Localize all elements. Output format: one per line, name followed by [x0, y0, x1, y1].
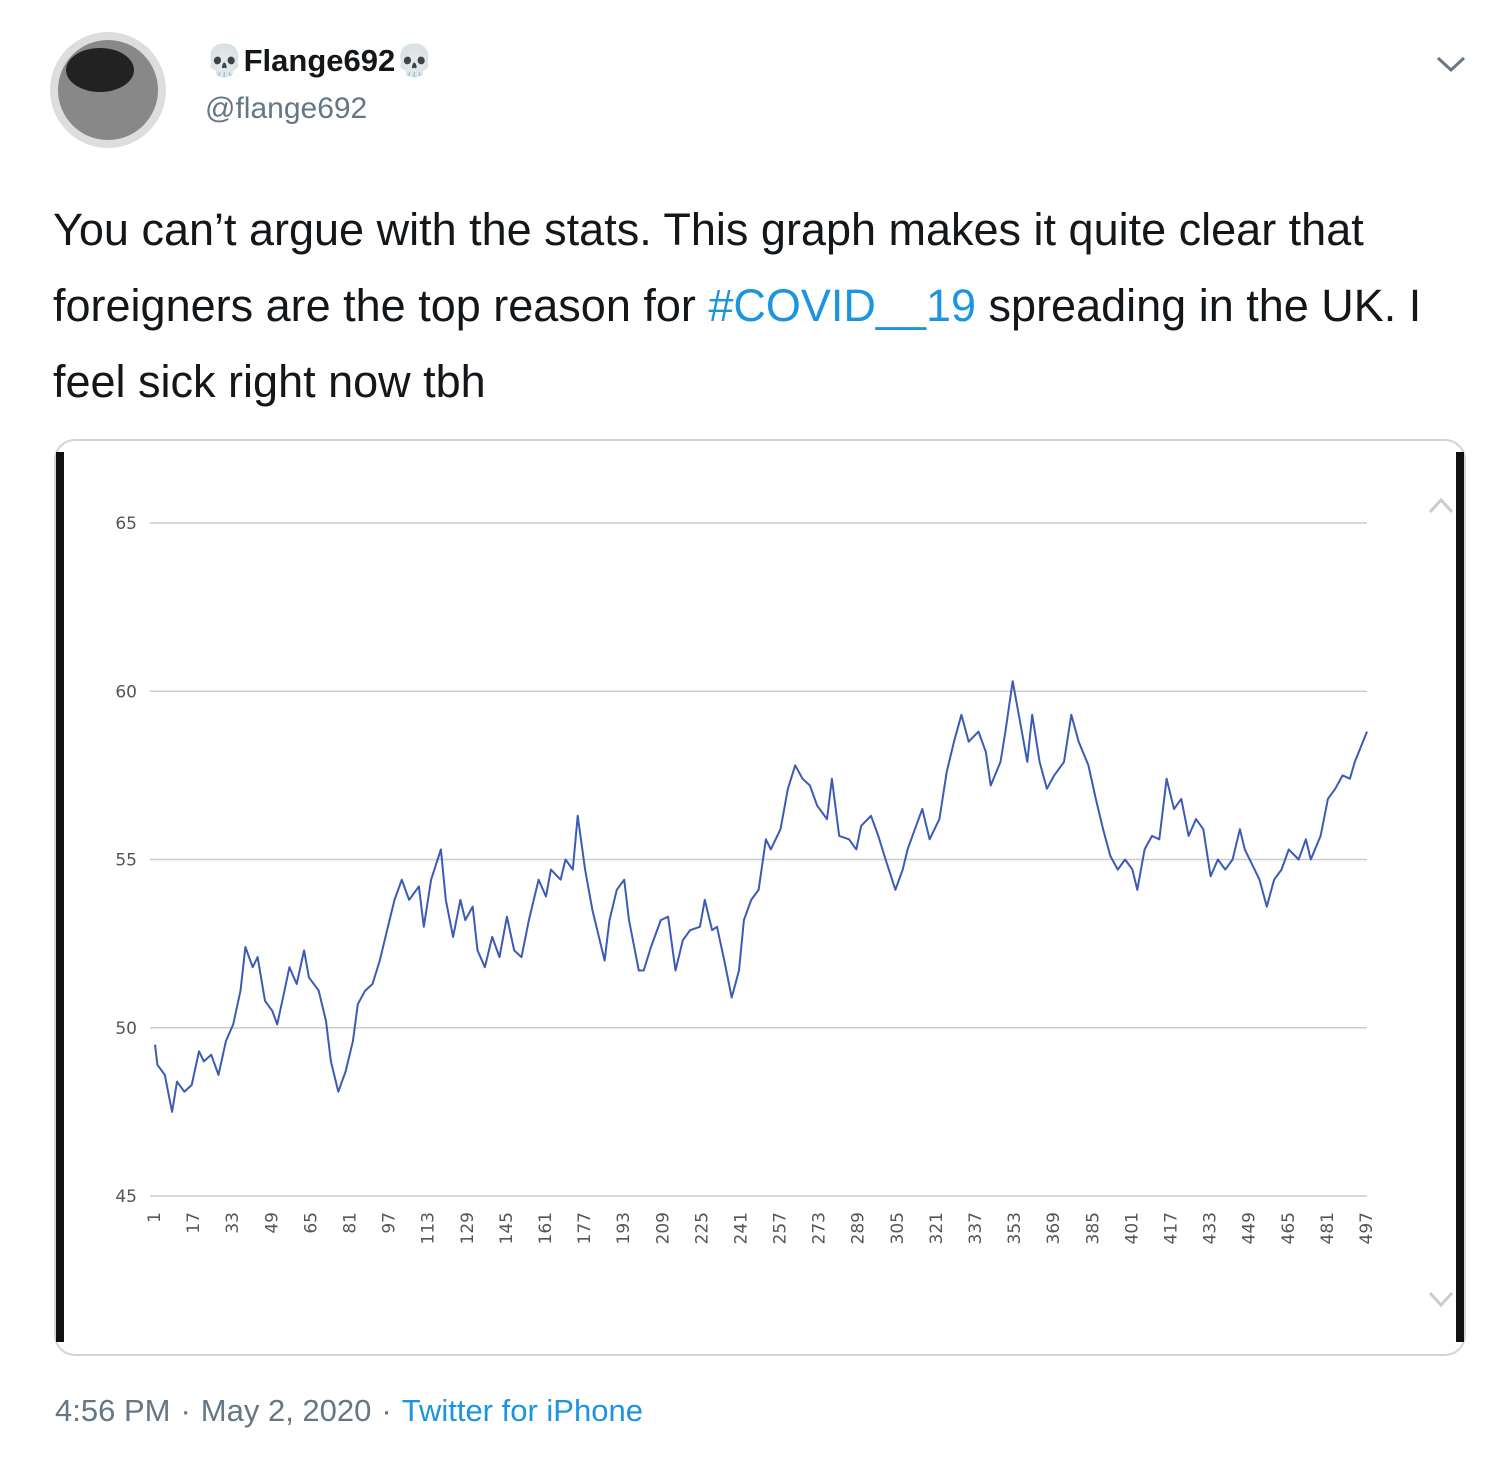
- x-tick-label: 49: [262, 1212, 282, 1234]
- hashtag[interactable]: #COVID__19: [708, 280, 977, 331]
- tweet-text-part: You can’t argue with the stats. This gra…: [53, 204, 1364, 331]
- x-tick-label: 17: [184, 1212, 204, 1234]
- separator: ·: [381, 1393, 392, 1428]
- menu-chevron[interactable]: [1436, 56, 1466, 73]
- x-tick-label: 81: [340, 1212, 360, 1234]
- x-tick-label: 113: [419, 1212, 439, 1244]
- x-tick-label: 33: [223, 1212, 243, 1234]
- x-tick-label: 289: [849, 1212, 869, 1244]
- image-edge: [1456, 452, 1464, 1342]
- x-tick-label: 497: [1357, 1212, 1377, 1244]
- image-edge: [56, 452, 64, 1342]
- x-tick-label: 449: [1240, 1212, 1260, 1244]
- avatar-hat: [66, 48, 134, 92]
- x-tick-label: 369: [1044, 1212, 1064, 1244]
- x-tick-label: 1: [145, 1212, 165, 1223]
- date[interactable]: May 2, 2020: [200, 1393, 372, 1428]
- x-tick-label: 305: [888, 1212, 908, 1244]
- handle[interactable]: @flange692: [205, 92, 368, 125]
- y-tick-label: 65: [115, 514, 137, 534]
- footer: 4:56 PM · May 2, 2020 · Twitter for iPhone: [55, 1393, 653, 1429]
- tweet-text: You can’t argue with the stats. This gra…: [53, 192, 1453, 420]
- x-tick-label: 209: [653, 1212, 673, 1244]
- x-tick-label: 65: [301, 1212, 321, 1234]
- x-tick-label: 161: [536, 1212, 556, 1244]
- x-tick-label: 417: [1162, 1212, 1182, 1244]
- x-tick-label: 241: [731, 1212, 751, 1244]
- x-tick-label: 145: [497, 1212, 517, 1244]
- x-tick-label: 225: [692, 1212, 712, 1244]
- time[interactable]: 4:56 PM: [55, 1393, 171, 1428]
- x-tick-label: 273: [810, 1212, 830, 1244]
- x-tick-label: 337: [966, 1212, 986, 1244]
- y-tick-label: 45: [115, 1187, 137, 1207]
- x-tick-label: 193: [614, 1212, 634, 1244]
- x-tick-label: 257: [771, 1212, 791, 1244]
- x-tick-label: 433: [1201, 1212, 1221, 1244]
- scroll-up: [1428, 497, 1454, 514]
- tweet-text-part: spreading in the UK. I feel sick right n…: [53, 280, 1422, 407]
- x-tick-label: 385: [1083, 1212, 1103, 1244]
- x-tick-label: 177: [575, 1212, 595, 1244]
- x-tick-label: 353: [1005, 1212, 1025, 1244]
- x-tick-label: 97: [380, 1212, 400, 1234]
- x-tick-label: 465: [1279, 1212, 1299, 1244]
- display-name[interactable]: 💀Flange692💀: [205, 43, 434, 78]
- separator: ·: [180, 1393, 191, 1428]
- x-tick-label: 401: [1122, 1212, 1142, 1244]
- x-tick-label: 481: [1318, 1212, 1338, 1244]
- x-tick-label: 129: [458, 1212, 478, 1244]
- source[interactable]: Twitter for iPhone: [401, 1393, 643, 1428]
- data-line: [154, 680, 1368, 1113]
- y-tick-label: 50: [115, 1019, 137, 1039]
- image-frame[interactable]: [54, 439, 1466, 1356]
- scroll-down: [1428, 1291, 1454, 1308]
- y-tick-label: 60: [115, 682, 137, 702]
- y-tick-label: 55: [115, 851, 137, 871]
- x-tick-label: 321: [927, 1212, 947, 1244]
